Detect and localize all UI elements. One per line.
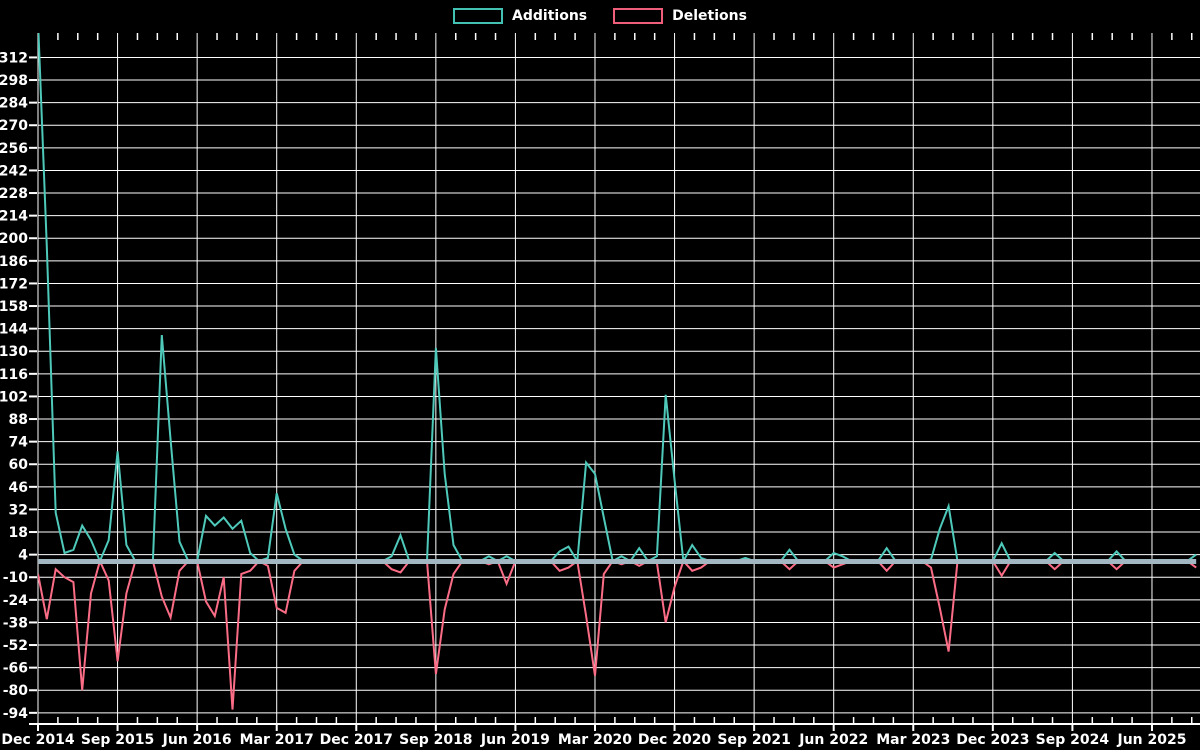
svg-text:Mar 2017: Mar 2017 (240, 732, 314, 748)
legend-label-additions: Additions (512, 8, 588, 24)
chart-legend: Additions Deletions (0, 8, 1200, 24)
svg-text:-24: -24 (3, 593, 29, 609)
svg-text:74: 74 (9, 435, 29, 451)
svg-text:Jun 2025: Jun 2025 (1116, 732, 1186, 748)
svg-text:Sep 2015: Sep 2015 (81, 732, 154, 748)
svg-text:298: 298 (0, 73, 28, 89)
svg-text:214: 214 (0, 209, 28, 225)
svg-text:-94: -94 (3, 706, 29, 722)
svg-text:102: 102 (0, 389, 28, 405)
deletions-swatch-icon (613, 8, 664, 24)
svg-text:256: 256 (0, 141, 28, 157)
svg-text:Dec 2014: Dec 2014 (1, 732, 75, 748)
svg-text:Jun 2016: Jun 2016 (162, 732, 232, 748)
legend-label-deletions: Deletions (672, 8, 747, 24)
svg-text:Sep 2024: Sep 2024 (1036, 732, 1110, 748)
svg-text:18: 18 (9, 525, 28, 541)
svg-text:116: 116 (0, 367, 28, 383)
axis-labels: 312 298 284 270 256 242 228 214 200 186 172 158 144 1… (0, 50, 1186, 748)
svg-text:Mar 2020: Mar 2020 (558, 732, 632, 748)
svg-text:284: 284 (0, 96, 28, 112)
svg-text:88: 88 (9, 412, 28, 428)
svg-text:Dec 2023: Dec 2023 (956, 732, 1029, 748)
svg-text:-66: -66 (3, 661, 28, 677)
svg-text:270: 270 (0, 118, 28, 134)
svg-text:228: 228 (0, 186, 28, 202)
svg-text:312: 312 (0, 50, 28, 66)
svg-text:60: 60 (9, 457, 29, 473)
svg-text:32: 32 (9, 502, 28, 518)
legend-item-deletions[interactable]: Deletions (613, 8, 747, 24)
svg-text:Jun 2019: Jun 2019 (480, 732, 550, 748)
svg-text:4: 4 (18, 548, 28, 564)
svg-text:-52: -52 (3, 638, 28, 654)
svg-text:Jun 2022: Jun 2022 (798, 732, 868, 748)
svg-text:172: 172 (0, 276, 28, 292)
svg-text:-38: -38 (3, 615, 28, 631)
axis-ticks (29, 33, 1200, 731)
svg-text:242: 242 (0, 163, 28, 179)
grid-lines (37, 33, 1200, 724)
svg-text:Sep 2021: Sep 2021 (717, 732, 790, 748)
svg-text:-80: -80 (3, 683, 29, 699)
legend-item-additions[interactable]: Additions (453, 8, 587, 24)
svg-text:200: 200 (0, 231, 28, 247)
svg-text:186: 186 (0, 254, 28, 270)
svg-text:-10: -10 (3, 570, 29, 586)
svg-text:Dec 2020: Dec 2020 (638, 732, 712, 748)
svg-text:46: 46 (9, 480, 28, 496)
svg-text:130: 130 (0, 344, 28, 360)
svg-text:Dec 2017: Dec 2017 (320, 732, 393, 748)
svg-text:144: 144 (0, 322, 28, 338)
additions-swatch-icon (453, 8, 504, 24)
svg-text:Sep 2018: Sep 2018 (399, 732, 472, 748)
series-lines (38, 33, 1197, 710)
svg-text:158: 158 (0, 299, 28, 315)
svg-text:Mar 2023: Mar 2023 (876, 732, 950, 748)
